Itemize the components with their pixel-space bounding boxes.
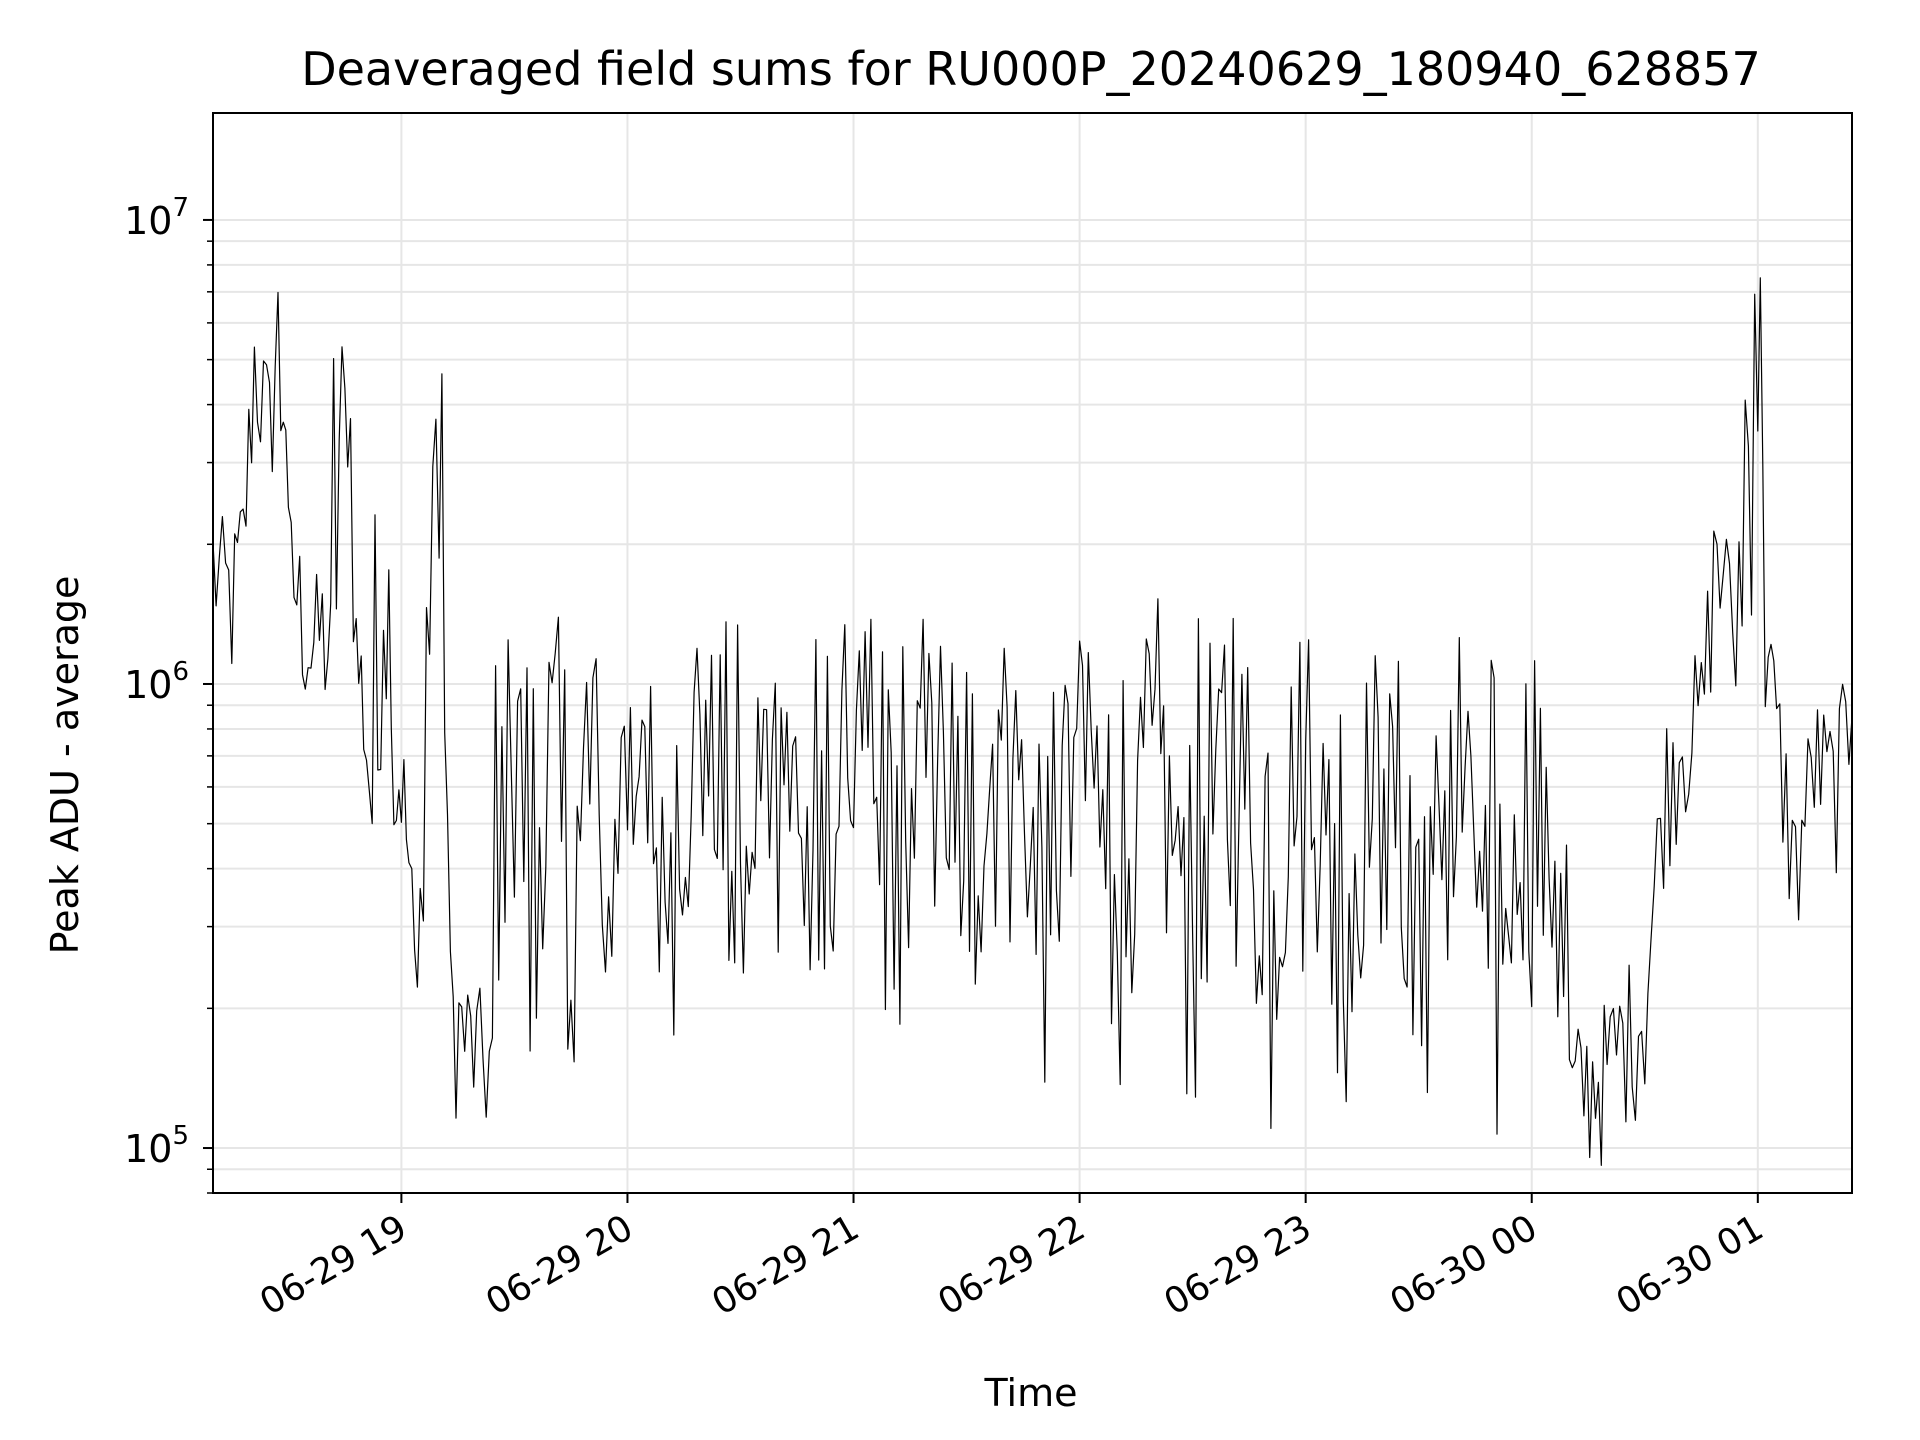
chart-title: Deaveraged field sums for RU000P_2024062… xyxy=(301,42,1761,96)
plot-frame xyxy=(212,112,1853,1194)
series-layer xyxy=(212,277,1853,1166)
x-axis-label: Time xyxy=(984,1371,1078,1415)
series-line xyxy=(212,277,1853,1166)
y-axis-label: Peak ADU - average xyxy=(43,576,87,955)
